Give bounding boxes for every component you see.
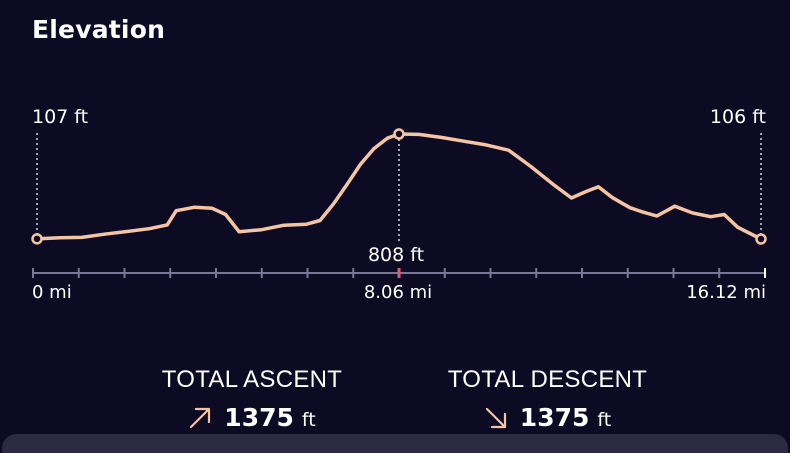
- peak-marker: [393, 128, 405, 140]
- end-marker: [755, 233, 767, 245]
- guide-lines: [36, 133, 762, 244]
- total-ascent-unit: ft: [301, 409, 316, 431]
- total-ascent-label: TOTAL ASCENT: [161, 366, 343, 393]
- peak-elevation-label: 808 ft: [367, 244, 425, 266]
- total-descent-stat: TOTAL DESCENT 1375 ft: [440, 366, 655, 432]
- total-descent-unit: ft: [597, 409, 612, 431]
- end-elevation-label: 106 ft: [709, 106, 766, 128]
- total-descent-label: TOTAL DESCENT: [447, 366, 648, 393]
- start-elevation-label: 107 ft: [32, 106, 89, 128]
- arrow-up-right-icon: [190, 407, 211, 429]
- elevation-chart: [31, 128, 767, 278]
- page-title: Elevation: [32, 15, 166, 44]
- distance-axis: [32, 268, 766, 278]
- total-ascent-value: 1375: [224, 403, 294, 432]
- arrow-down-right-icon: [485, 407, 506, 429]
- start-marker: [31, 233, 43, 245]
- elevation-markers: [31, 128, 767, 245]
- total-ascent-stat: TOTAL ASCENT 1375 ft: [152, 366, 352, 432]
- elevation-profile-line: [35, 132, 763, 241]
- axis-start-label: 0 mi: [32, 282, 72, 303]
- bottom-sheet[interactable]: [2, 434, 788, 453]
- axis-end-label: 16.12 mi: [686, 282, 766, 303]
- axis-mid-label: 8.06 mi: [363, 282, 433, 303]
- total-descent-value: 1375: [519, 403, 590, 432]
